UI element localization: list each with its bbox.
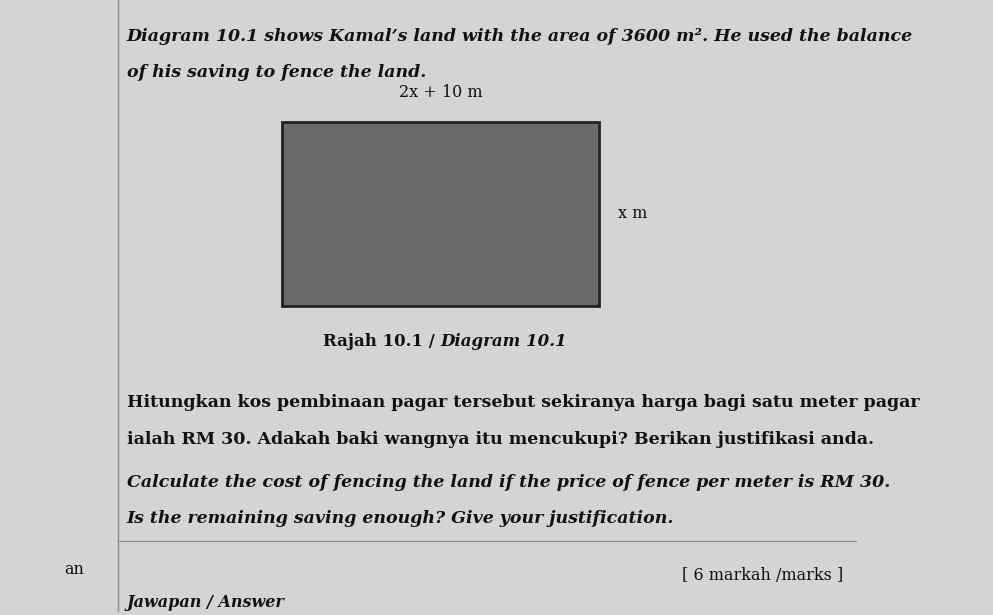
Text: Diagram 10.1: Diagram 10.1 — [441, 333, 567, 350]
Text: [ 6 markah /marks ]: [ 6 markah /marks ] — [682, 567, 843, 584]
Text: x m: x m — [618, 205, 647, 223]
Text: of his saving to fence the land.: of his saving to fence the land. — [127, 64, 426, 81]
Text: Jawapan / Answer: Jawapan / Answer — [127, 594, 284, 611]
Text: Diagram 10.1 shows Kamal’s land with the area of 3600 m². He used the balance: Diagram 10.1 shows Kamal’s land with the… — [127, 28, 913, 44]
Text: an: an — [65, 561, 84, 578]
Text: ialah RM 30. Adakah baki wangnya itu mencukupi? Berikan justifikasi anda.: ialah RM 30. Adakah baki wangnya itu men… — [127, 431, 874, 448]
Text: Rajah 10.1 /: Rajah 10.1 / — [324, 333, 441, 350]
Bar — [282, 122, 599, 306]
Text: Calculate the cost of fencing the land if the price of fence per meter is RM 30.: Calculate the cost of fencing the land i… — [127, 474, 890, 491]
Text: Hitungkan kos pembinaan pagar tersebut sekiranya harga bagi satu meter pagar: Hitungkan kos pembinaan pagar tersebut s… — [127, 394, 920, 411]
Text: Is the remaining saving enough? Give your justification.: Is the remaining saving enough? Give you… — [127, 510, 674, 528]
Text: 2x + 10 m: 2x + 10 m — [399, 84, 483, 101]
